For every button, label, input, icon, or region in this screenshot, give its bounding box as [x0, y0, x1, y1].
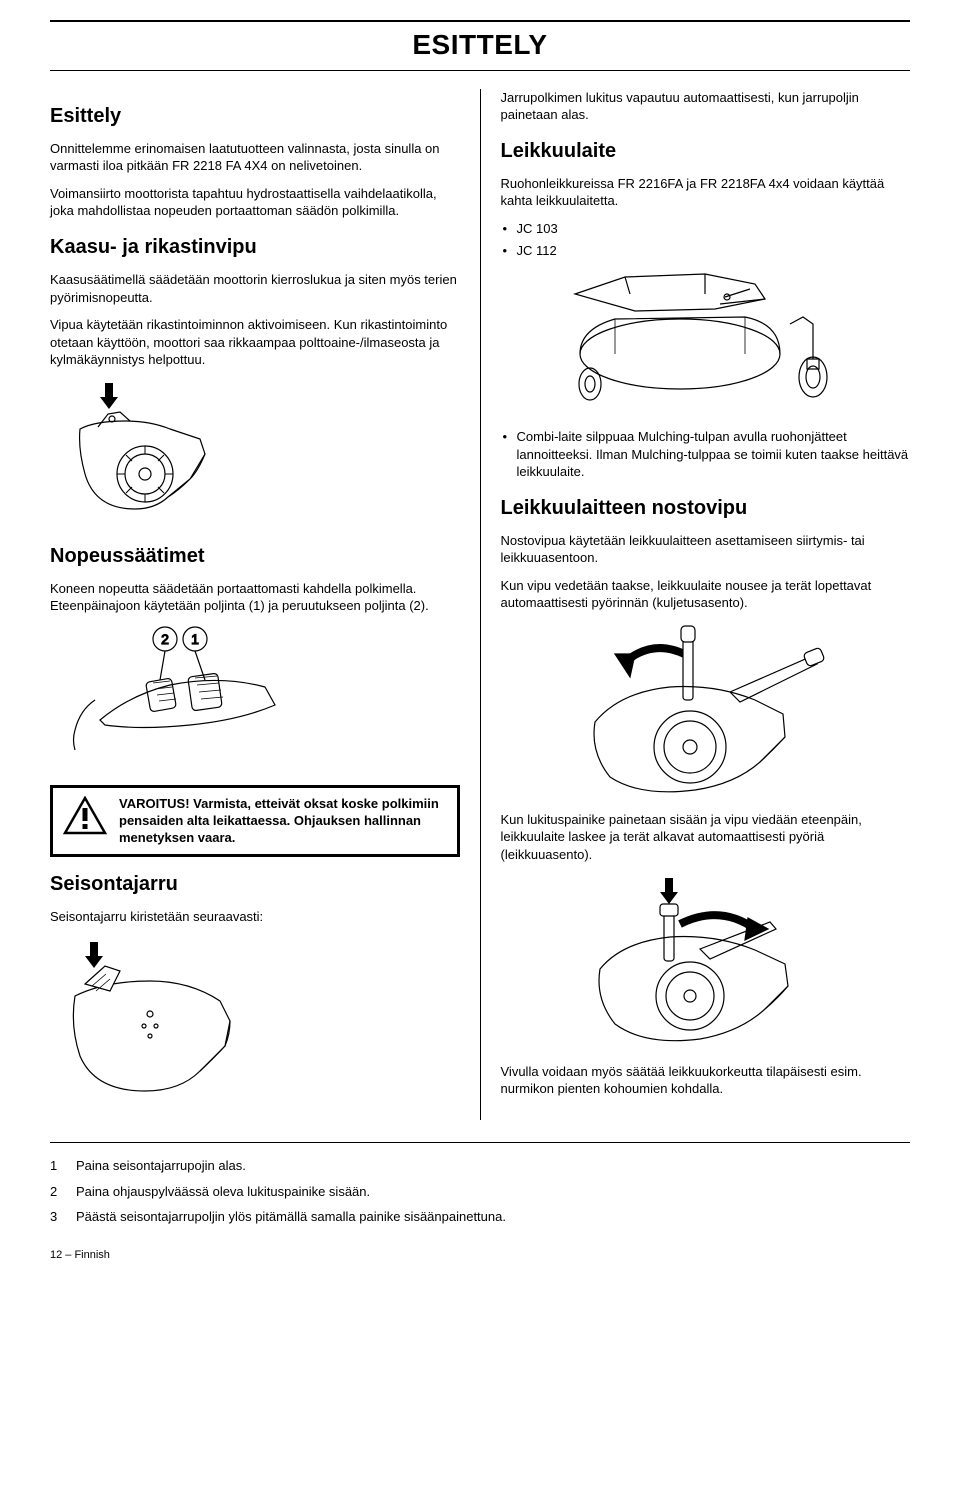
heading-nostovipu: Leikkuulaitteen nostovipu [501, 495, 911, 522]
step-item: 3 Päästä seisontajarrupoljin ylös pitämäl… [50, 1208, 910, 1226]
figure-parking-brake [50, 936, 460, 1106]
svg-text:1: 1 [191, 631, 199, 647]
step-text: Paina ohjauspylväässä oleva lukituspaini… [76, 1183, 370, 1201]
step-number: 3 [50, 1208, 64, 1226]
paragraph: Voimansiirto moottorista tapahtuu hydros… [50, 185, 460, 220]
warning-box: VAROITUS! Varmista, etteivät oksat koske… [50, 785, 460, 858]
list-item: Combi-laite silppuaa Mulching-tulpan avu… [501, 428, 911, 481]
horizontal-rule [50, 1142, 910, 1143]
paragraph: Ruohonleikkureissa FR 2216FA ja FR 2218F… [501, 175, 911, 210]
heading-seisontajarru: Seisontajarru [50, 871, 460, 898]
page-title: ESITTELY [50, 20, 910, 71]
step-number: 1 [50, 1157, 64, 1175]
warning-icon [63, 796, 107, 841]
paragraph: Nostovipua käytetään leikkuulaitteen ase… [501, 532, 911, 567]
paragraph: Vipua käytetään rikastintoiminnon aktivo… [50, 316, 460, 369]
list-item: JC 112 [501, 242, 911, 260]
heading-kaasu: Kaasu- ja rikastinvipu [50, 234, 460, 261]
figure-cutting-deck [501, 269, 911, 414]
paragraph: Kaasusäätimellä säädetään moottorin kier… [50, 271, 460, 306]
figure-throttle-lever [50, 379, 460, 529]
left-column: Esittely Onnittelemme erinomaisen laatut… [50, 89, 480, 1120]
step-text: Päästä seisontajarrupoljin ylös pitämäll… [76, 1208, 506, 1226]
step-item: 2 Paina ohjauspylväässä oleva lukituspain… [50, 1183, 910, 1201]
warning-text: VAROITUS! Varmista, etteivät oksat koske… [119, 796, 447, 847]
paragraph: Kun vipu vedetään taakse, leikkuulaite n… [501, 577, 911, 612]
paragraph: Kun lukituspainike painetaan sisään ja v… [501, 811, 911, 864]
figure-pedals: 2 1 [50, 625, 460, 765]
numbered-steps: 1 Paina seisontajarrupojin alas. 2 Paina o… [50, 1157, 910, 1226]
step-text: Paina seisontajarrupojin alas. [76, 1157, 246, 1175]
paragraph: Seisontajarru kiristetään seuraavasti: [50, 908, 460, 926]
svg-text:2: 2 [161, 631, 169, 647]
page-footer: 12 – Finnish [50, 1248, 910, 1263]
step-item: 1 Paina seisontajarrupojin alas. [50, 1157, 910, 1175]
paragraph: Jarrupolkimen lukitus vapautuu automaatt… [501, 89, 911, 124]
bullet-list: Combi-laite silppuaa Mulching-tulpan avu… [501, 428, 911, 481]
step-number: 2 [50, 1183, 64, 1201]
two-column-layout: Esittely Onnittelemme erinomaisen laatut… [50, 89, 910, 1120]
paragraph: Koneen nopeutta säädetään portaattomasti… [50, 580, 460, 615]
figure-lever-back [501, 622, 911, 797]
figure-lever-forward [501, 874, 911, 1049]
heading-nopeus: Nopeussäätimet [50, 543, 460, 570]
heading-esittely: Esittely [50, 103, 460, 130]
paragraph: Vivulla voidaan myös säätää leikkuukorke… [501, 1063, 911, 1098]
heading-leikkuulaite: Leikkuulaite [501, 138, 911, 165]
bullet-list: JC 103 JC 112 [501, 220, 911, 259]
right-column: Jarrupolkimen lukitus vapautuu automaatt… [480, 89, 911, 1120]
list-item: JC 103 [501, 220, 911, 238]
paragraph: Onnittelemme erinomaisen laatutuotteen v… [50, 140, 460, 175]
